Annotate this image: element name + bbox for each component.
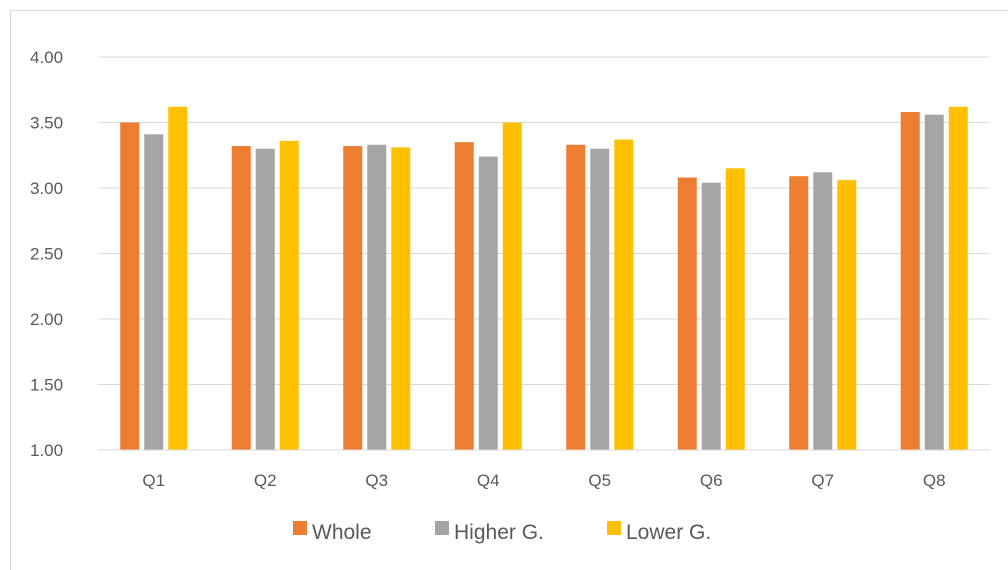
bar-q3-lower-g [391, 147, 411, 450]
legend-swatch [293, 521, 307, 535]
bar-q2-lower-g [279, 140, 299, 450]
legend-swatch [435, 521, 449, 535]
legend-label: Higher G. [454, 521, 544, 544]
y-tick-label: 1.50 [30, 376, 63, 395]
y-tick-label: 2.50 [30, 245, 63, 264]
x-tick-label: Q6 [700, 471, 723, 490]
legend-item: Higher G. [435, 521, 544, 544]
bar-q5-lower-g [614, 139, 634, 450]
bar-q5-whole [566, 144, 586, 450]
x-tick-label: Q4 [477, 471, 500, 490]
bars [98, 106, 990, 451]
legend-label: Whole [312, 521, 372, 544]
x-tick-label: Q1 [142, 471, 165, 490]
y-tick-label: 3.50 [30, 114, 63, 133]
bar-q4-lower-g [502, 122, 522, 450]
bar-q8-lower-g [948, 106, 968, 450]
bar-q4-whole [454, 142, 474, 450]
y-tick-label: 2.00 [30, 310, 63, 329]
legend-label: Lower G. [626, 521, 711, 544]
bar-q3-whole [343, 146, 363, 450]
x-tick-label: Q3 [365, 471, 388, 490]
x-tick-label: Q2 [254, 471, 277, 490]
y-tick-label: 4.00 [30, 48, 63, 67]
legend: Whole Higher G. Lower G. [293, 521, 711, 544]
bar-q3-higher-g [367, 144, 387, 450]
bar-q6-higher-g [701, 182, 721, 450]
x-tick-label: Q8 [923, 471, 946, 490]
x-tick-label: Q7 [811, 471, 834, 490]
bar-q2-higher-g [255, 148, 275, 450]
x-axis-tick-labels: Q1 Q2 Q3 Q4 Q5 Q6 Q7 Q8 [142, 471, 945, 490]
bar-q1-lower-g [168, 106, 188, 450]
bar-q1-whole [120, 122, 140, 450]
x-tick-label: Q5 [588, 471, 611, 490]
bar-q7-lower-g [837, 180, 857, 450]
bar-q8-higher-g [924, 114, 944, 450]
bar-q7-higher-g [813, 172, 833, 450]
y-tick-label: 1.00 [30, 441, 63, 460]
bar-q6-whole [677, 177, 697, 450]
bar-q5-higher-g [590, 148, 610, 450]
legend-swatch [607, 521, 621, 535]
bar-q2-whole [231, 146, 251, 450]
legend-item: Lower G. [607, 521, 711, 544]
bar-q8-whole [900, 112, 920, 451]
y-axis-tick-labels: 1.00 1.50 2.00 2.50 3.00 3.50 4.00 [30, 48, 63, 460]
bar-q1-higher-g [144, 134, 164, 451]
chart-frame [10, 10, 1008, 570]
legend-item: Whole [293, 521, 372, 544]
bar-q6-lower-g [725, 168, 745, 450]
bar-q4-higher-g [478, 156, 498, 450]
y-tick-label: 3.00 [30, 179, 63, 198]
bar-q7-whole [789, 176, 809, 450]
